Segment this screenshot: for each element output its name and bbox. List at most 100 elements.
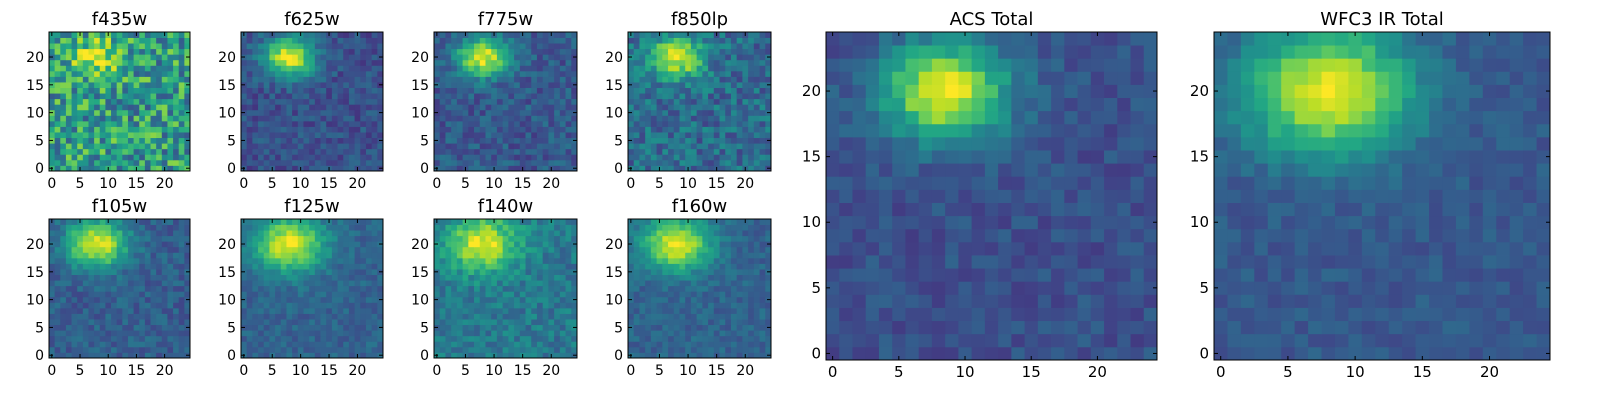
heatmap-cell	[99, 70, 106, 77]
heatmap-cell	[280, 246, 287, 253]
heatmap-cell	[144, 82, 151, 88]
heatmap-cell	[167, 165, 174, 172]
heatmap-cell	[65, 285, 72, 292]
heatmap-cell	[696, 104, 703, 111]
heatmap-cell	[303, 126, 310, 133]
heatmap-cell	[173, 302, 180, 309]
heatmap-cell	[122, 324, 129, 331]
heatmap-cell	[742, 70, 749, 77]
heatmap-cell	[559, 346, 566, 353]
heatmap-cell	[116, 87, 123, 94]
heatmap-cell	[88, 126, 95, 133]
heatmap-cell	[456, 319, 463, 326]
heatmap-cell	[77, 143, 84, 150]
heatmap-cell	[365, 219, 373, 225]
heatmap-cell	[548, 257, 555, 264]
heatmap-cell	[82, 274, 89, 281]
heatmap-cell	[645, 296, 652, 303]
heatmap-cell	[645, 335, 652, 342]
heatmap-cell	[133, 285, 140, 292]
heatmap-cell	[479, 352, 486, 359]
heatmap-cell	[742, 280, 749, 287]
heatmap-cell	[292, 296, 299, 303]
heatmap-cell	[474, 257, 481, 264]
heatmap-cell	[542, 241, 549, 248]
heatmap-cell	[54, 330, 61, 337]
heatmap-cell	[65, 48, 72, 55]
heatmap-cell	[673, 291, 680, 298]
heatmap-cell	[354, 285, 361, 292]
heatmap-cell	[542, 143, 549, 150]
heatmap-cell	[445, 143, 452, 150]
heatmap-cell	[111, 330, 118, 337]
heatmap-cell	[354, 104, 361, 111]
heatmap-cell	[82, 82, 89, 88]
heatmap-cell	[263, 246, 270, 253]
heatmap-cell	[748, 70, 755, 77]
heatmap-cell	[314, 235, 321, 242]
y-tick-label: 10	[411, 106, 429, 122]
heatmap-cell	[502, 109, 509, 116]
heatmap-cell	[133, 132, 140, 139]
heatmap-cell	[144, 126, 151, 133]
heatmap-cell	[111, 246, 118, 253]
heatmap-cell	[468, 109, 475, 116]
heatmap-cell	[519, 87, 526, 94]
heatmap-cell	[519, 159, 526, 166]
heatmap-cell	[127, 65, 134, 72]
heatmap-cell	[748, 302, 755, 309]
heatmap-cell	[730, 274, 738, 281]
heatmap-cell	[639, 165, 646, 172]
heatmap-cell	[730, 109, 738, 116]
heatmap-cell	[371, 154, 378, 161]
heatmap-cell	[144, 93, 151, 100]
heatmap-cell	[297, 70, 304, 77]
heatmap-cell	[111, 93, 118, 100]
plot-frame	[240, 218, 384, 359]
heatmap-cell	[71, 126, 78, 133]
heatmap-cell	[337, 313, 344, 320]
heatmap-cell	[275, 43, 282, 50]
heatmap-cell	[127, 104, 134, 111]
heatmap-cell	[139, 313, 146, 320]
heatmap-cell	[71, 302, 78, 309]
heatmap-cell	[571, 330, 578, 337]
heatmap-cell	[246, 330, 253, 337]
heatmap-cell	[269, 104, 276, 111]
heatmap-cell	[377, 48, 384, 55]
heatmap-cell	[434, 274, 441, 281]
heatmap-cell	[60, 154, 67, 161]
heatmap-cell	[60, 302, 67, 309]
heatmap-cell	[320, 241, 327, 248]
heatmap-cell	[559, 59, 566, 66]
heatmap-cell	[377, 246, 384, 253]
heatmap-cell	[280, 230, 287, 237]
heatmap-cell	[496, 274, 504, 281]
heatmap-cell	[525, 76, 532, 83]
heatmap-cell	[60, 230, 67, 237]
heatmap-cell	[94, 70, 101, 77]
heatmap-cell	[127, 59, 134, 66]
heatmap-cell	[326, 93, 333, 100]
heatmap-cell	[167, 143, 174, 150]
heatmap-cell	[65, 302, 72, 309]
heatmap-cell	[252, 230, 259, 237]
heatmap-cell	[286, 98, 293, 105]
heatmap-cell	[690, 335, 698, 342]
heatmap-cell	[297, 76, 304, 83]
heatmap-cell	[514, 269, 521, 275]
heatmap-cell	[173, 76, 180, 83]
heatmap-cell	[365, 87, 373, 94]
heatmap-cell	[360, 59, 367, 66]
heatmap-cell	[685, 341, 692, 348]
heatmap-cell	[54, 341, 61, 348]
heatmap-cell	[241, 120, 248, 127]
heatmap-cell	[742, 109, 749, 116]
heatmap-cell	[696, 43, 703, 50]
heatmap-cell	[354, 269, 361, 275]
heatmap-cell	[725, 70, 732, 77]
heatmap-cell	[326, 65, 333, 72]
heatmap-cell	[241, 43, 248, 50]
heatmap-cell	[241, 87, 248, 94]
heatmap-cell	[292, 82, 299, 88]
